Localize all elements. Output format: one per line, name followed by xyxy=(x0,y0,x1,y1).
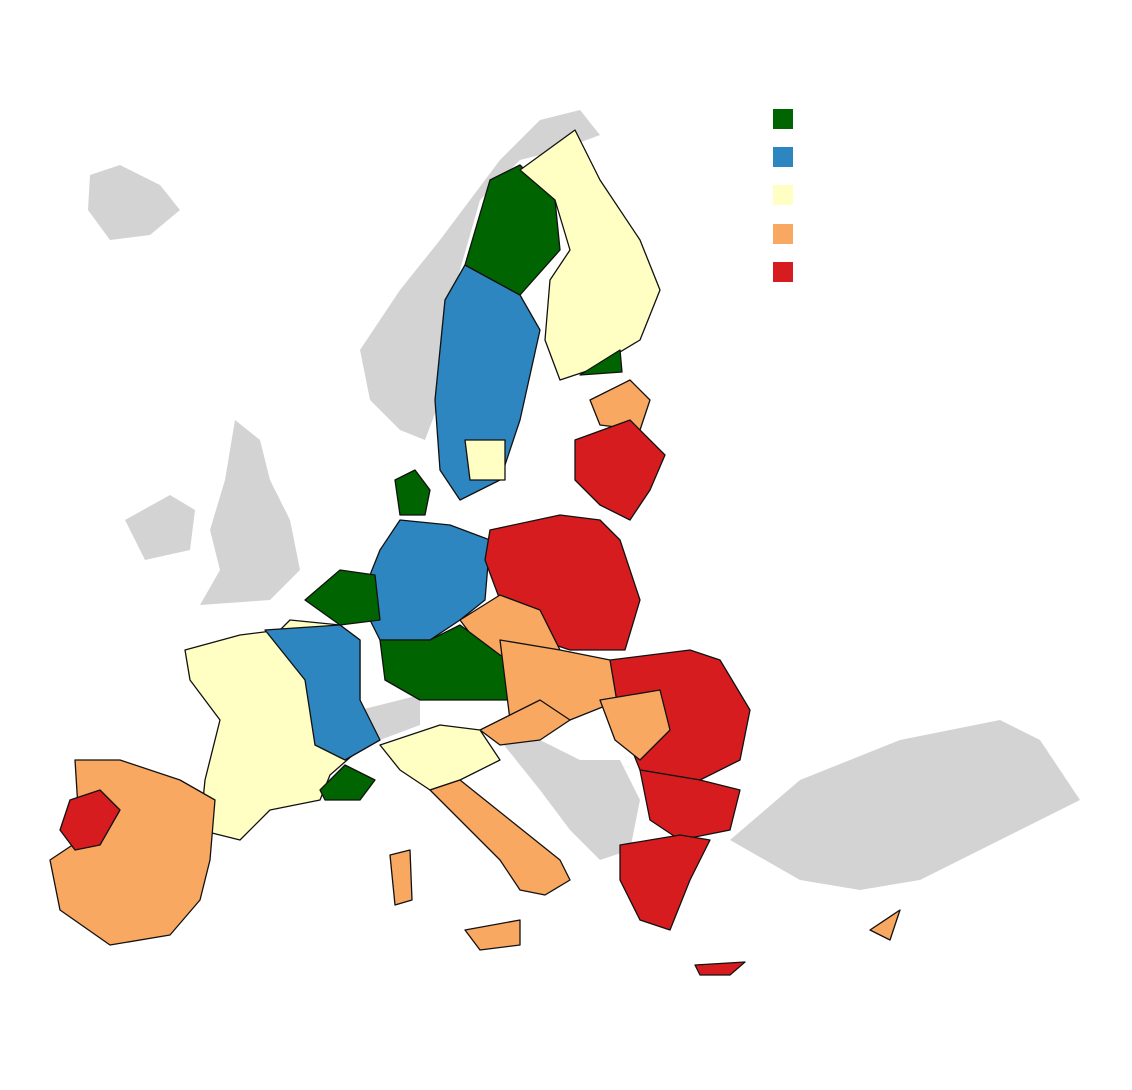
region xyxy=(579,349,623,376)
region xyxy=(429,779,571,896)
legend-swatch xyxy=(773,224,793,244)
region xyxy=(464,439,506,481)
turkey xyxy=(730,720,1080,890)
region xyxy=(394,469,431,516)
region xyxy=(304,569,381,626)
regions xyxy=(49,129,901,976)
legend xyxy=(773,109,793,282)
region xyxy=(464,919,521,951)
iceland xyxy=(88,165,180,240)
region xyxy=(639,769,741,841)
region xyxy=(379,724,501,791)
region xyxy=(49,759,216,946)
region xyxy=(619,834,711,931)
region xyxy=(599,689,671,761)
legend-swatch xyxy=(773,109,793,129)
region xyxy=(499,639,621,721)
region xyxy=(319,764,376,801)
region xyxy=(869,909,901,941)
legend-swatch xyxy=(773,262,793,282)
region xyxy=(589,379,651,431)
great-britain xyxy=(200,420,300,605)
legend-swatch xyxy=(773,147,793,167)
region xyxy=(389,849,413,906)
norway xyxy=(360,110,600,440)
region xyxy=(479,699,571,746)
region xyxy=(694,961,746,976)
region xyxy=(574,419,666,521)
ireland xyxy=(125,495,195,560)
region xyxy=(264,624,381,761)
non-eu-land xyxy=(88,110,1080,890)
balkans xyxy=(500,740,640,860)
legend-swatch xyxy=(773,185,793,205)
region xyxy=(59,789,121,851)
